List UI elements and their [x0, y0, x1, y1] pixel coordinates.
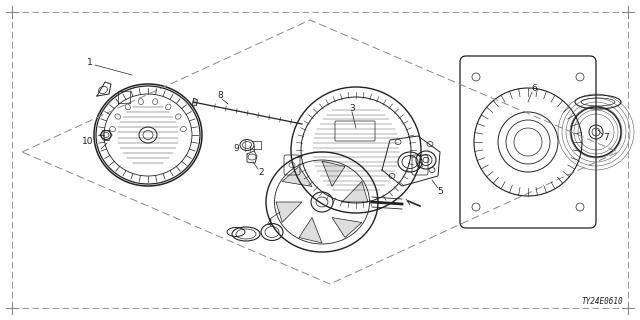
Polygon shape [332, 218, 362, 237]
Polygon shape [322, 161, 345, 187]
Polygon shape [342, 181, 368, 202]
Text: 7: 7 [603, 132, 609, 141]
Polygon shape [192, 98, 198, 106]
Polygon shape [276, 202, 302, 222]
Text: 9: 9 [233, 143, 239, 153]
Text: 2: 2 [258, 167, 264, 177]
Text: TY24E0610: TY24E0610 [581, 297, 623, 306]
Polygon shape [299, 218, 322, 243]
Text: 4: 4 [266, 219, 272, 228]
Text: 8: 8 [217, 91, 223, 100]
Text: 5: 5 [437, 188, 443, 196]
Polygon shape [282, 166, 312, 187]
Text: 3: 3 [349, 103, 355, 113]
Text: 10: 10 [83, 137, 93, 146]
Text: 6: 6 [531, 84, 537, 92]
Text: 1: 1 [87, 58, 93, 67]
